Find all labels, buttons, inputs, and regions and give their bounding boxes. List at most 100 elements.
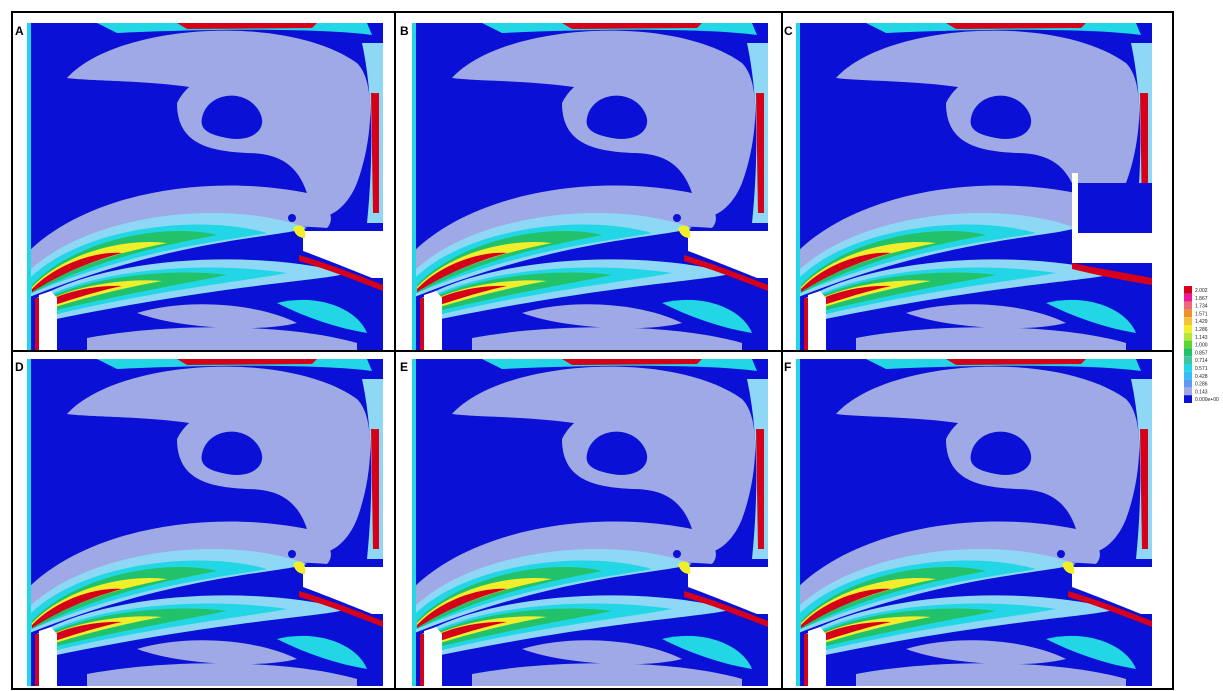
contour-region [756, 93, 764, 213]
legend-value: 2.002 [1195, 288, 1208, 294]
legend-value: 0.428 [1195, 374, 1208, 380]
plume-contour [806, 608, 996, 651]
legend-swatch [1184, 293, 1192, 302]
legend-swatch [1184, 395, 1192, 403]
contour-region [522, 640, 682, 665]
wall-edge [27, 23, 31, 350]
plume-contour [417, 241, 552, 291]
plume-contour [32, 241, 167, 291]
outlet-jet [299, 255, 383, 291]
contour-region [856, 663, 1126, 686]
legend-swatch [1184, 325, 1192, 333]
plume-contour [27, 560, 267, 631]
outlet-jet [299, 591, 383, 627]
contour-region [1046, 299, 1136, 333]
plume-contour [417, 252, 507, 292]
plume-contour [806, 267, 1056, 319]
legend-swatch [1184, 286, 1192, 294]
panel-label: E [400, 360, 408, 374]
legend-value: 1.000 [1195, 343, 1208, 349]
outlet-jet [293, 225, 306, 238]
plume-contour [37, 272, 227, 315]
plume-contour [32, 252, 122, 292]
legend-swatch [1184, 379, 1192, 388]
contour-region [177, 359, 317, 365]
legend-value: 1.867 [1195, 296, 1208, 302]
plume-contour [32, 577, 167, 627]
wall-edge [27, 359, 31, 686]
inlet-edge [420, 298, 424, 350]
panel-d: D [15, 359, 383, 686]
contour-region [946, 359, 1086, 365]
vortex-core [673, 214, 681, 222]
legend-swatch [1184, 371, 1192, 380]
plume-contour [796, 224, 1036, 295]
inlet-edge [35, 634, 39, 686]
legend-value: 1.286 [1195, 327, 1208, 333]
contour-region [67, 366, 371, 553]
legend-value: 0.857 [1195, 350, 1208, 356]
contour-region [856, 327, 1126, 350]
outlet-jet [1072, 263, 1152, 285]
outlet-jet [684, 255, 768, 291]
contour-region [836, 366, 1140, 553]
contour-region [87, 327, 357, 350]
inlet-post [39, 627, 57, 686]
legend-swatch [1184, 364, 1192, 372]
plume-contour [32, 588, 122, 628]
plume-contour [422, 608, 612, 651]
legend-value: 1.571 [1195, 311, 1208, 317]
contour-region [371, 93, 379, 213]
plume-contour [37, 267, 287, 319]
contour-region [562, 23, 702, 29]
contour-region [586, 95, 648, 139]
contour-region [137, 304, 297, 329]
contour-region [137, 640, 297, 665]
contour-region [906, 304, 1066, 329]
contour-region [562, 359, 702, 365]
legend-swatch [1184, 301, 1192, 310]
outlet-jet [678, 561, 691, 574]
contour-region [1046, 635, 1136, 669]
contour-region [67, 30, 371, 217]
contour-region [1078, 183, 1152, 233]
contour-region [277, 299, 367, 333]
plume-contour [801, 588, 891, 628]
vortex-core [288, 214, 296, 222]
legend-value: 1.734 [1195, 304, 1208, 310]
contour-region [201, 95, 263, 139]
panel-label: B [400, 24, 409, 38]
legend-swatch [1184, 340, 1192, 349]
legend-value: 0.714 [1195, 358, 1208, 364]
vortex-core [673, 550, 681, 558]
panel-label: A [15, 24, 24, 38]
wall-edge [796, 359, 800, 686]
legend-value: 0.000e+00 [1195, 397, 1219, 403]
contour-region [452, 366, 756, 553]
legend-value: 0.143 [1195, 389, 1208, 395]
plume-contour [801, 252, 891, 292]
outlet-jet [1062, 561, 1075, 574]
panel-a: A [15, 23, 383, 350]
contour-region [1140, 429, 1148, 549]
plume-contour [412, 560, 652, 631]
wall-edge [796, 23, 800, 350]
plume-contour [801, 577, 936, 627]
legend-swatch [1184, 317, 1192, 325]
contour-region [970, 95, 1032, 139]
outlet-jet [678, 225, 691, 238]
plume-contour [37, 603, 287, 655]
plume-contour [417, 577, 552, 627]
vortex-core [1057, 550, 1065, 558]
outlet-jet [684, 591, 768, 627]
contour-region [836, 30, 1140, 217]
legend-swatch [1184, 309, 1192, 318]
panel-label: D [15, 360, 24, 374]
legend-swatch [1184, 356, 1192, 364]
inlet-post [39, 291, 57, 350]
inlet-post [808, 627, 826, 686]
inlet-post [424, 627, 442, 686]
legend-swatch [1184, 332, 1192, 341]
